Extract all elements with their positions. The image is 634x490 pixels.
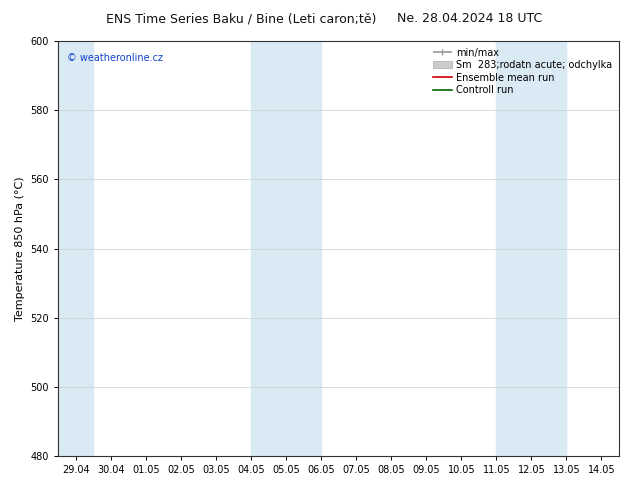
Legend: min/max, Sm  283;rodatn acute; odchylka, Ensemble mean run, Controll run: min/max, Sm 283;rodatn acute; odchylka, … bbox=[430, 46, 614, 97]
Y-axis label: Temperature 850 hPa (°C): Temperature 850 hPa (°C) bbox=[15, 176, 25, 321]
Bar bbox=[496, 41, 566, 456]
Text: © weatheronline.cz: © weatheronline.cz bbox=[67, 53, 162, 64]
Text: Ne. 28.04.2024 18 UTC: Ne. 28.04.2024 18 UTC bbox=[396, 12, 542, 25]
Text: ENS Time Series Baku / Bine (Leti caron;tě): ENS Time Series Baku / Bine (Leti caron;… bbox=[106, 12, 376, 25]
Bar bbox=[58, 41, 93, 456]
Bar bbox=[251, 41, 321, 456]
